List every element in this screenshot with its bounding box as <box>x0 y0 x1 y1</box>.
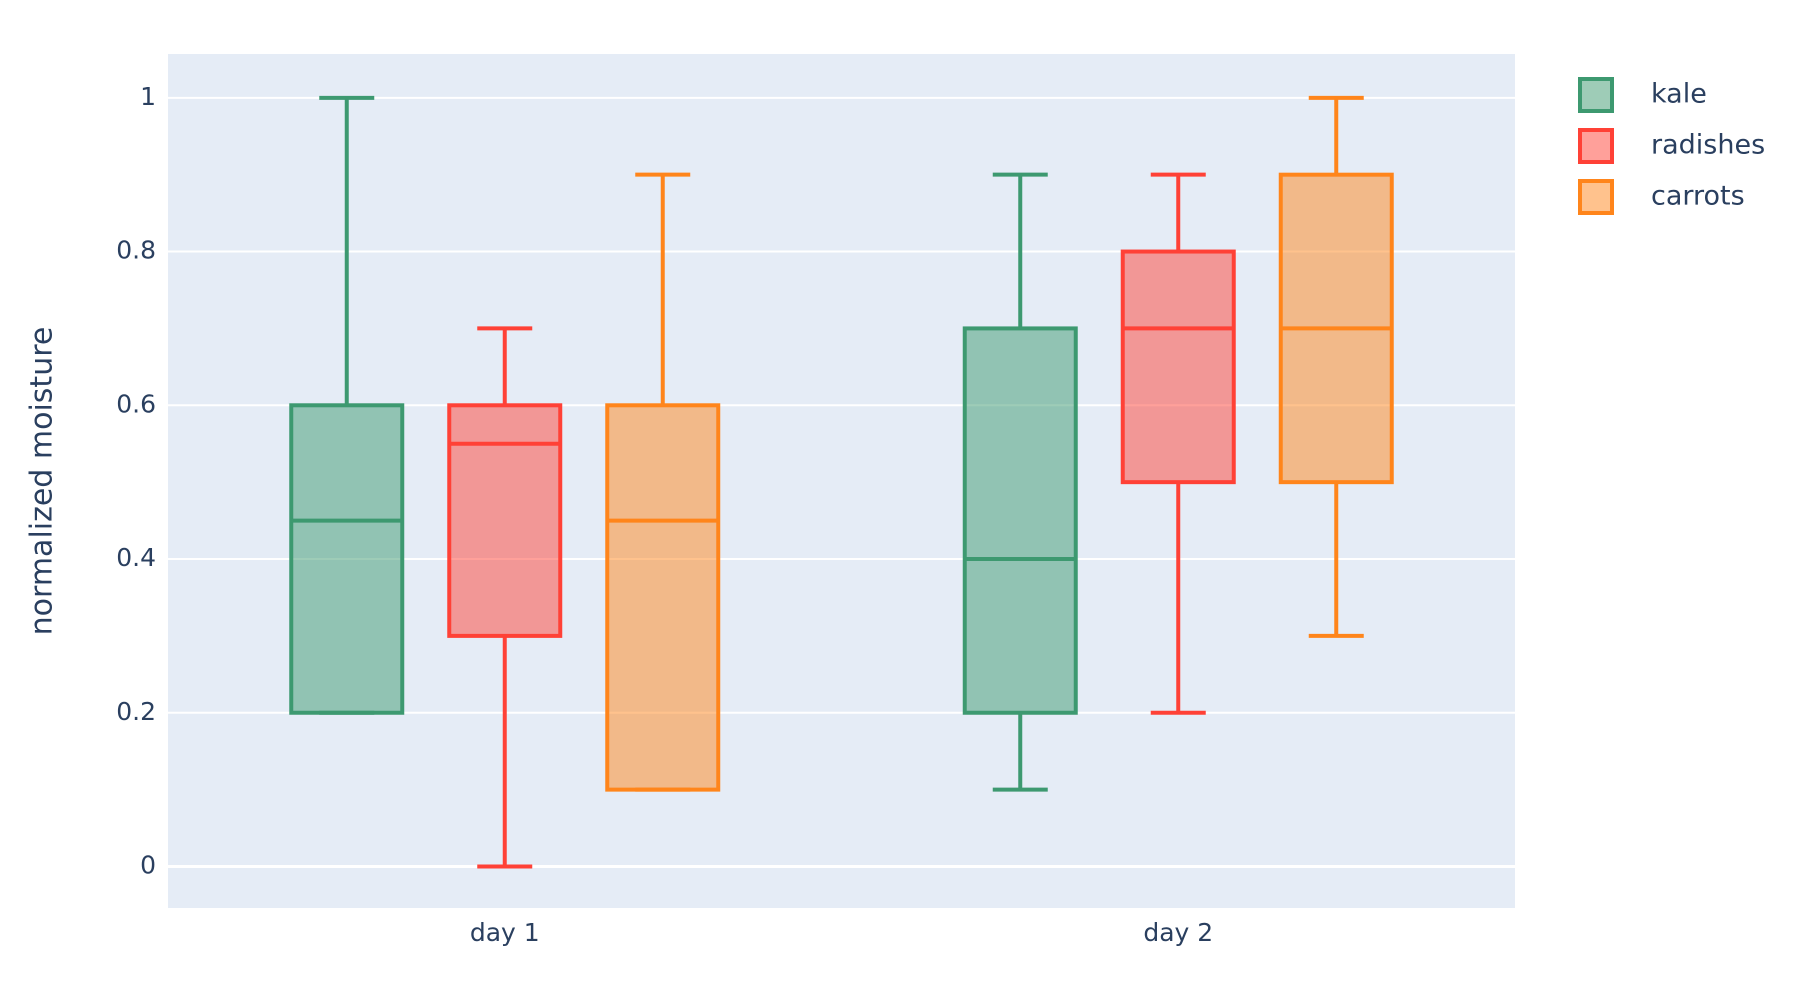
y-tick-label: 0 <box>140 850 156 879</box>
x-tick-label: day 1 <box>470 918 540 947</box>
y-tick-label: 0.4 <box>116 543 156 572</box>
y-tick-label: 0.8 <box>116 236 156 265</box>
legend-label: kale <box>1651 79 1707 110</box>
legend-swatch <box>1578 77 1614 113</box>
legend-label: radishes <box>1651 130 1765 161</box>
box <box>447 403 563 638</box>
legend-swatch <box>1578 179 1614 215</box>
legend-label: carrots <box>1651 181 1745 212</box>
box <box>289 403 405 715</box>
box <box>962 326 1078 715</box>
legend-swatch <box>1578 128 1614 164</box>
x-tick-label: day 2 <box>1143 918 1213 947</box>
y-axis-title: normalized moisture <box>25 327 60 636</box>
y-tick-label: 0.6 <box>116 389 156 418</box>
y-tick-label: 1 <box>140 82 156 111</box>
box <box>605 403 721 792</box>
y-tick-label: 0.2 <box>116 697 156 726</box>
box <box>1120 249 1236 485</box>
